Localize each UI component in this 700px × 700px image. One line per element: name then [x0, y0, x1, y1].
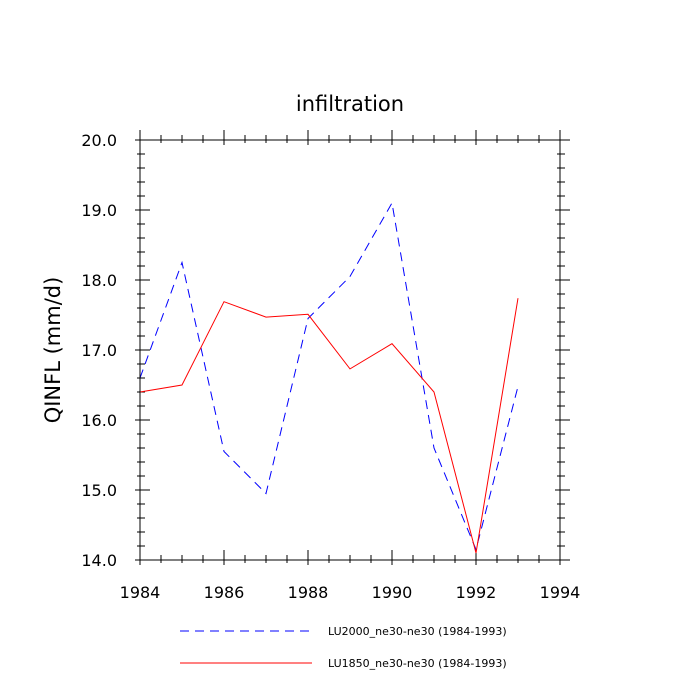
legend: LU2000_ne30-ne30 (1984-1993) LU1850_ne30… — [180, 625, 507, 670]
x-tick-label: 1994 — [540, 583, 581, 602]
y-tick-label: 15.0 — [81, 481, 117, 500]
y-tick-label: 17.0 — [81, 341, 117, 360]
minor-ticks — [137, 135, 565, 563]
y-tick-label: 14.0 — [81, 551, 117, 570]
series-line-1 — [139, 298, 519, 554]
y-tick-label: 19.0 — [81, 201, 117, 220]
legend-label-lu2000: LU2000_ne30-ne30 (1984-1993) — [328, 625, 507, 638]
y-tick-labels: 14.0 15.0 16.0 17.0 18.0 19.0 20.0 — [81, 131, 117, 570]
x-tick-label: 1990 — [372, 583, 413, 602]
x-tick-label: 1984 — [120, 583, 161, 602]
major-ticks — [135, 130, 570, 565]
series-lines — [139, 201, 519, 554]
series-line-0 — [139, 201, 519, 552]
y-tick-label: 18.0 — [81, 271, 117, 290]
y-tick-label: 16.0 — [81, 411, 117, 430]
x-tick-label: 1992 — [456, 583, 497, 602]
x-tick-label: 1988 — [288, 583, 329, 602]
x-tick-label: 1986 — [204, 583, 245, 602]
x-tick-labels: 1984 1986 1988 1990 1992 1994 — [120, 583, 581, 602]
y-axis-label: QINFL (mm/d) — [41, 277, 65, 424]
plot-frame — [139, 139, 561, 561]
y-tick-label: 20.0 — [81, 131, 117, 150]
legend-label-lu1850: LU1850_ne30-ne30 (1984-1993) — [328, 657, 507, 670]
chart-title: infiltration — [296, 92, 404, 116]
